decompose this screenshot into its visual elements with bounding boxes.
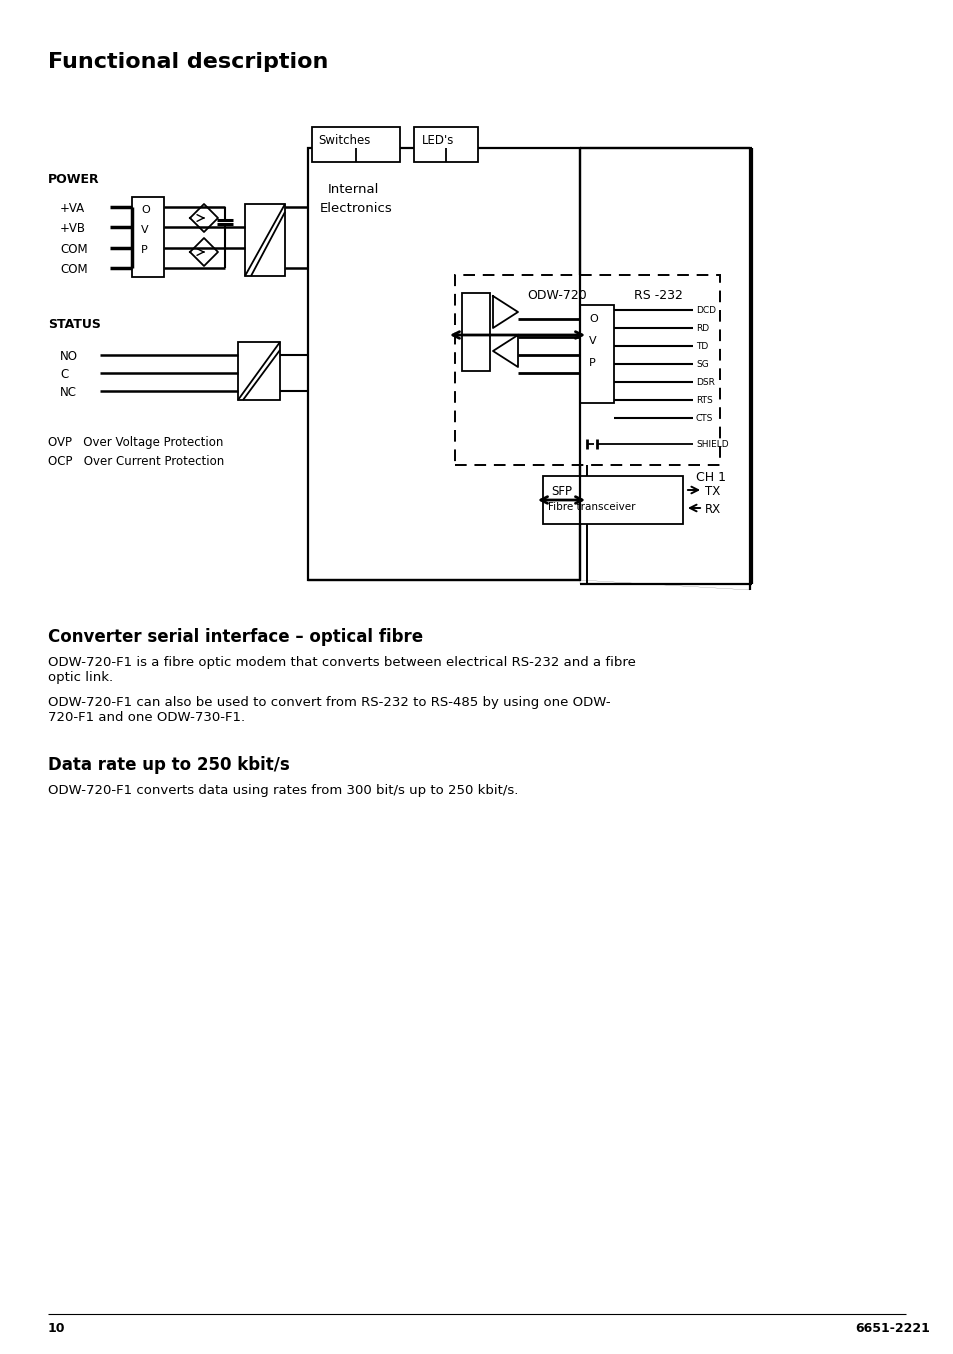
Text: SFP: SFP [551,485,572,498]
Bar [455,275,720,464]
Text: CTS: CTS [696,414,713,422]
Text: COM: COM [60,242,88,256]
Text: ODW-720-F1 is a fibre optic modem that converts between electrical RS-232 and a : ODW-720-F1 is a fibre optic modem that c… [48,655,636,684]
Text: Switches: Switches [317,134,370,148]
Bar [132,196,164,278]
Bar [312,127,399,162]
Text: LED's: LED's [421,134,454,148]
Text: TD: TD [696,343,707,351]
Text: +VB: +VB [60,222,86,236]
Text: 6651-2221: 6651-2221 [854,1322,929,1335]
Text: STATUS: STATUS [48,318,101,330]
Text: Functional description: Functional description [48,51,328,72]
Text: O: O [141,204,150,215]
Bar [542,477,682,524]
Text: Electronics: Electronics [319,202,393,215]
Text: Data rate up to 250 kbit/s: Data rate up to 250 kbit/s [48,756,290,774]
Bar [414,127,477,162]
Text: Converter serial interface – optical fibre: Converter serial interface – optical fib… [48,628,423,646]
Text: POWER: POWER [48,173,99,185]
Text: CH 1: CH 1 [696,471,725,483]
Text: TX: TX [704,485,720,498]
Text: V: V [588,336,596,347]
Text: RS -232: RS -232 [634,288,682,302]
Text: RTS: RTS [696,395,712,405]
Text: P: P [588,357,595,368]
Text: ODW-720-F1 converts data using rates from 300 bit/s up to 250 kbit/s.: ODW-720-F1 converts data using rates fro… [48,784,517,798]
Text: C: C [60,368,69,380]
Text: DCD: DCD [696,306,716,315]
Text: DSR: DSR [696,378,714,387]
Text: NO: NO [60,349,78,363]
Text: OVP   Over Voltage Protection: OVP Over Voltage Protection [48,436,223,450]
Bar [461,292,490,371]
Text: Fibre transceiver: Fibre transceiver [547,502,635,512]
Text: +VA: +VA [60,202,85,215]
Text: NC: NC [60,386,77,399]
Text: ODW-720: ODW-720 [526,288,586,302]
Text: O: O [588,314,598,324]
Text: OCP   Over Current Protection: OCP Over Current Protection [48,455,224,468]
Bar [579,305,614,403]
Text: SHIELD: SHIELD [696,440,728,450]
Text: COM: COM [60,263,88,276]
Text: RX: RX [704,502,720,516]
Bar [245,204,285,276]
Bar [237,343,280,399]
Text: RD: RD [696,324,708,333]
Text: ODW-720-F1 can also be used to convert from RS-232 to RS-485 by using one ODW-
7: ODW-720-F1 can also be used to convert f… [48,696,610,724]
Text: P: P [141,245,148,255]
Text: Internal: Internal [328,183,379,196]
Bar [308,148,579,580]
Text: V: V [141,225,149,236]
Text: 10: 10 [48,1322,66,1335]
Text: SG: SG [696,360,708,370]
